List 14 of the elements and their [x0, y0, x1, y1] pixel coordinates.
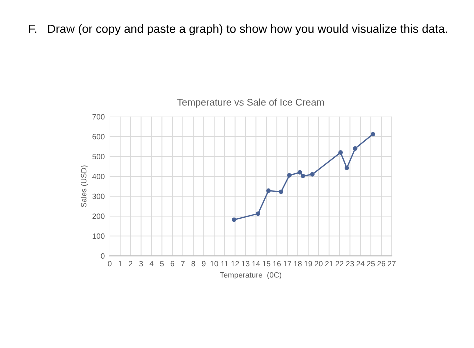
text: F. Draw (or copy and paste a graph) to show how you would visualize this data.	[29, 24, 448, 36]
point	[232, 218, 236, 222]
point	[344, 166, 350, 170]
point	[353, 146, 358, 151]
point	[256, 212, 261, 216]
chart-title: Temperature vs Sale of Ice Cream	[177, 98, 324, 108]
point	[298, 170, 302, 175]
point	[266, 188, 271, 194]
point	[338, 150, 344, 155]
point	[279, 190, 284, 194]
point	[370, 132, 376, 137]
point	[300, 174, 306, 178]
point	[310, 172, 315, 177]
point	[287, 173, 292, 178]
